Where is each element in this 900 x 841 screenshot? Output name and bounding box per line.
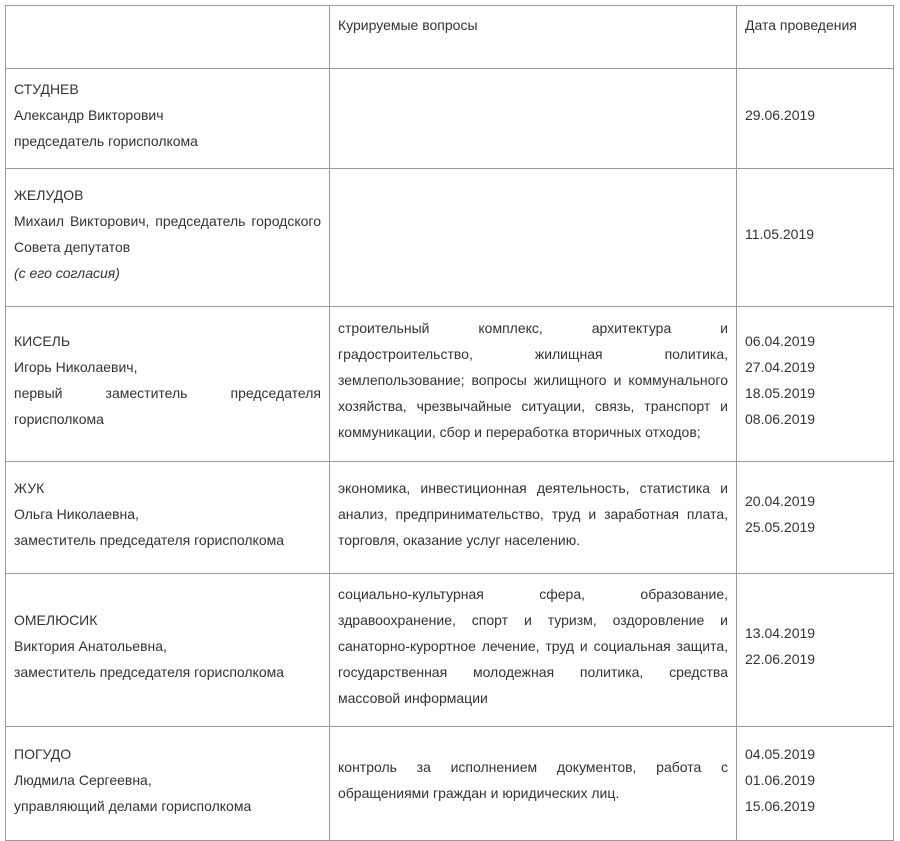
dates-cell: 29.06.2019 xyxy=(736,68,894,169)
person-cell: ЖЕЛУДОВ Михаил Викторович, председатель г… xyxy=(5,168,330,307)
date: 06.04.2019 xyxy=(745,333,816,349)
date: 25.05.2019 xyxy=(745,518,816,535)
date: 11.05.2019 xyxy=(745,225,815,242)
dates-cell: 04.05.2019 01.06.2019 15.06.2019 xyxy=(736,726,894,841)
dates-cell: 20.04.2019 25.05.2019 xyxy=(736,461,894,574)
person-name: Людмила Сергеевна, xyxy=(14,771,152,788)
date: 01.06.2019 xyxy=(745,771,816,788)
table-row: КИСЕЛЬ Игорь Николаевич, первый заместител… xyxy=(5,306,894,462)
date: 27.04.2019 xyxy=(745,359,816,375)
person-surname: ЖЕЛУДОВ xyxy=(14,186,84,203)
person-cell: ПОГУДО Людмила Сергеевна, управляющий дела… xyxy=(5,726,330,841)
date: 29.06.2019 xyxy=(745,106,816,123)
table-row: ПОГУДО Людмила Сергеевна, управляющий дела… xyxy=(5,726,894,841)
date: 13.04.2019 xyxy=(745,625,816,641)
date: 08.06.2019 xyxy=(745,411,816,427)
person-position: заместитель председателя горисполкома xyxy=(14,531,285,548)
person-surname: ПОГУДО xyxy=(14,745,72,762)
issues-cell xyxy=(329,168,737,307)
schedule-table: Курируемые вопросы Дата проведения СТУДН… xyxy=(5,5,894,841)
person-name: Виктория Анатольевна, xyxy=(14,638,167,654)
person-name: Игорь Николаевич, xyxy=(14,359,138,375)
person-surname: ЖУК xyxy=(14,479,45,496)
person-cell: ЖУК Ольга Николаевна, заместитель председа… xyxy=(5,461,330,574)
person-position: управляющий делами горисполкома xyxy=(14,797,252,814)
person-position: председатель горисполкома xyxy=(14,132,198,149)
issues-cell: социально-культурная сфера, образование,… xyxy=(329,573,737,727)
header-row: Курируемые вопросы Дата проведения xyxy=(5,5,894,69)
header-issues: Курируемые вопросы xyxy=(329,5,737,69)
issues-cell xyxy=(329,68,737,169)
header-date: Дата проведения xyxy=(736,5,894,69)
date: 20.04.2019 xyxy=(745,492,816,509)
person-surname: КИСЕЛЬ xyxy=(14,333,71,349)
dates-cell: 11.05.2019 xyxy=(736,168,894,307)
table-row: ОМЕЛЮСИК Виктория Анатольевна, заместитель… xyxy=(5,573,894,727)
table-row: ЖУК Ольга Николаевна, заместитель председа… xyxy=(5,461,894,574)
table-row: ЖЕЛУДОВ Михаил Викторович, председатель г… xyxy=(5,168,894,307)
person-surname: ОМЕЛЮСИК xyxy=(14,612,98,628)
dates-cell: 13.04.2019 22.06.2019 xyxy=(736,573,894,727)
person-cell: ОМЕЛЮСИК Виктория Анатольевна, заместитель… xyxy=(5,573,330,727)
date: 15.06.2019 xyxy=(745,797,816,814)
issues-cell: экономика, инвестиционная деятельность, … xyxy=(329,461,737,574)
date: 22.06.2019 xyxy=(745,651,816,667)
person-name: Александр Викторович xyxy=(14,106,164,123)
header-person xyxy=(5,5,330,69)
person-surname: СТУДНЕВ xyxy=(14,80,79,97)
issues-cell: контроль за исполнением документов, рабо… xyxy=(329,726,737,841)
date: 04.05.2019 xyxy=(745,745,816,762)
issues-cell: строительный комплекс, архитектура и гра… xyxy=(329,306,737,462)
person-cell: КИСЕЛЬ Игорь Николаевич, первый заместител… xyxy=(5,306,330,462)
dates-cell: 06.04.2019 27.04.2019 18.05.2019 08.06.2019 xyxy=(736,306,894,462)
date: 18.05.2019 xyxy=(745,385,816,401)
person-note: (с его согласия) xyxy=(14,264,120,281)
person-position: заместитель председателя горисполкома xyxy=(14,664,285,680)
person-name: Ольга Николаевна, xyxy=(14,505,139,522)
person-name: Михаил Викторович, председатель городско… xyxy=(14,212,321,255)
table-row: СТУДНЕВ Александр Викторович председатель … xyxy=(5,68,894,169)
person-position: первый заместитель председателя гориспол… xyxy=(14,385,321,427)
person-cell: СТУДНЕВ Александр Викторович председатель … xyxy=(5,68,330,169)
